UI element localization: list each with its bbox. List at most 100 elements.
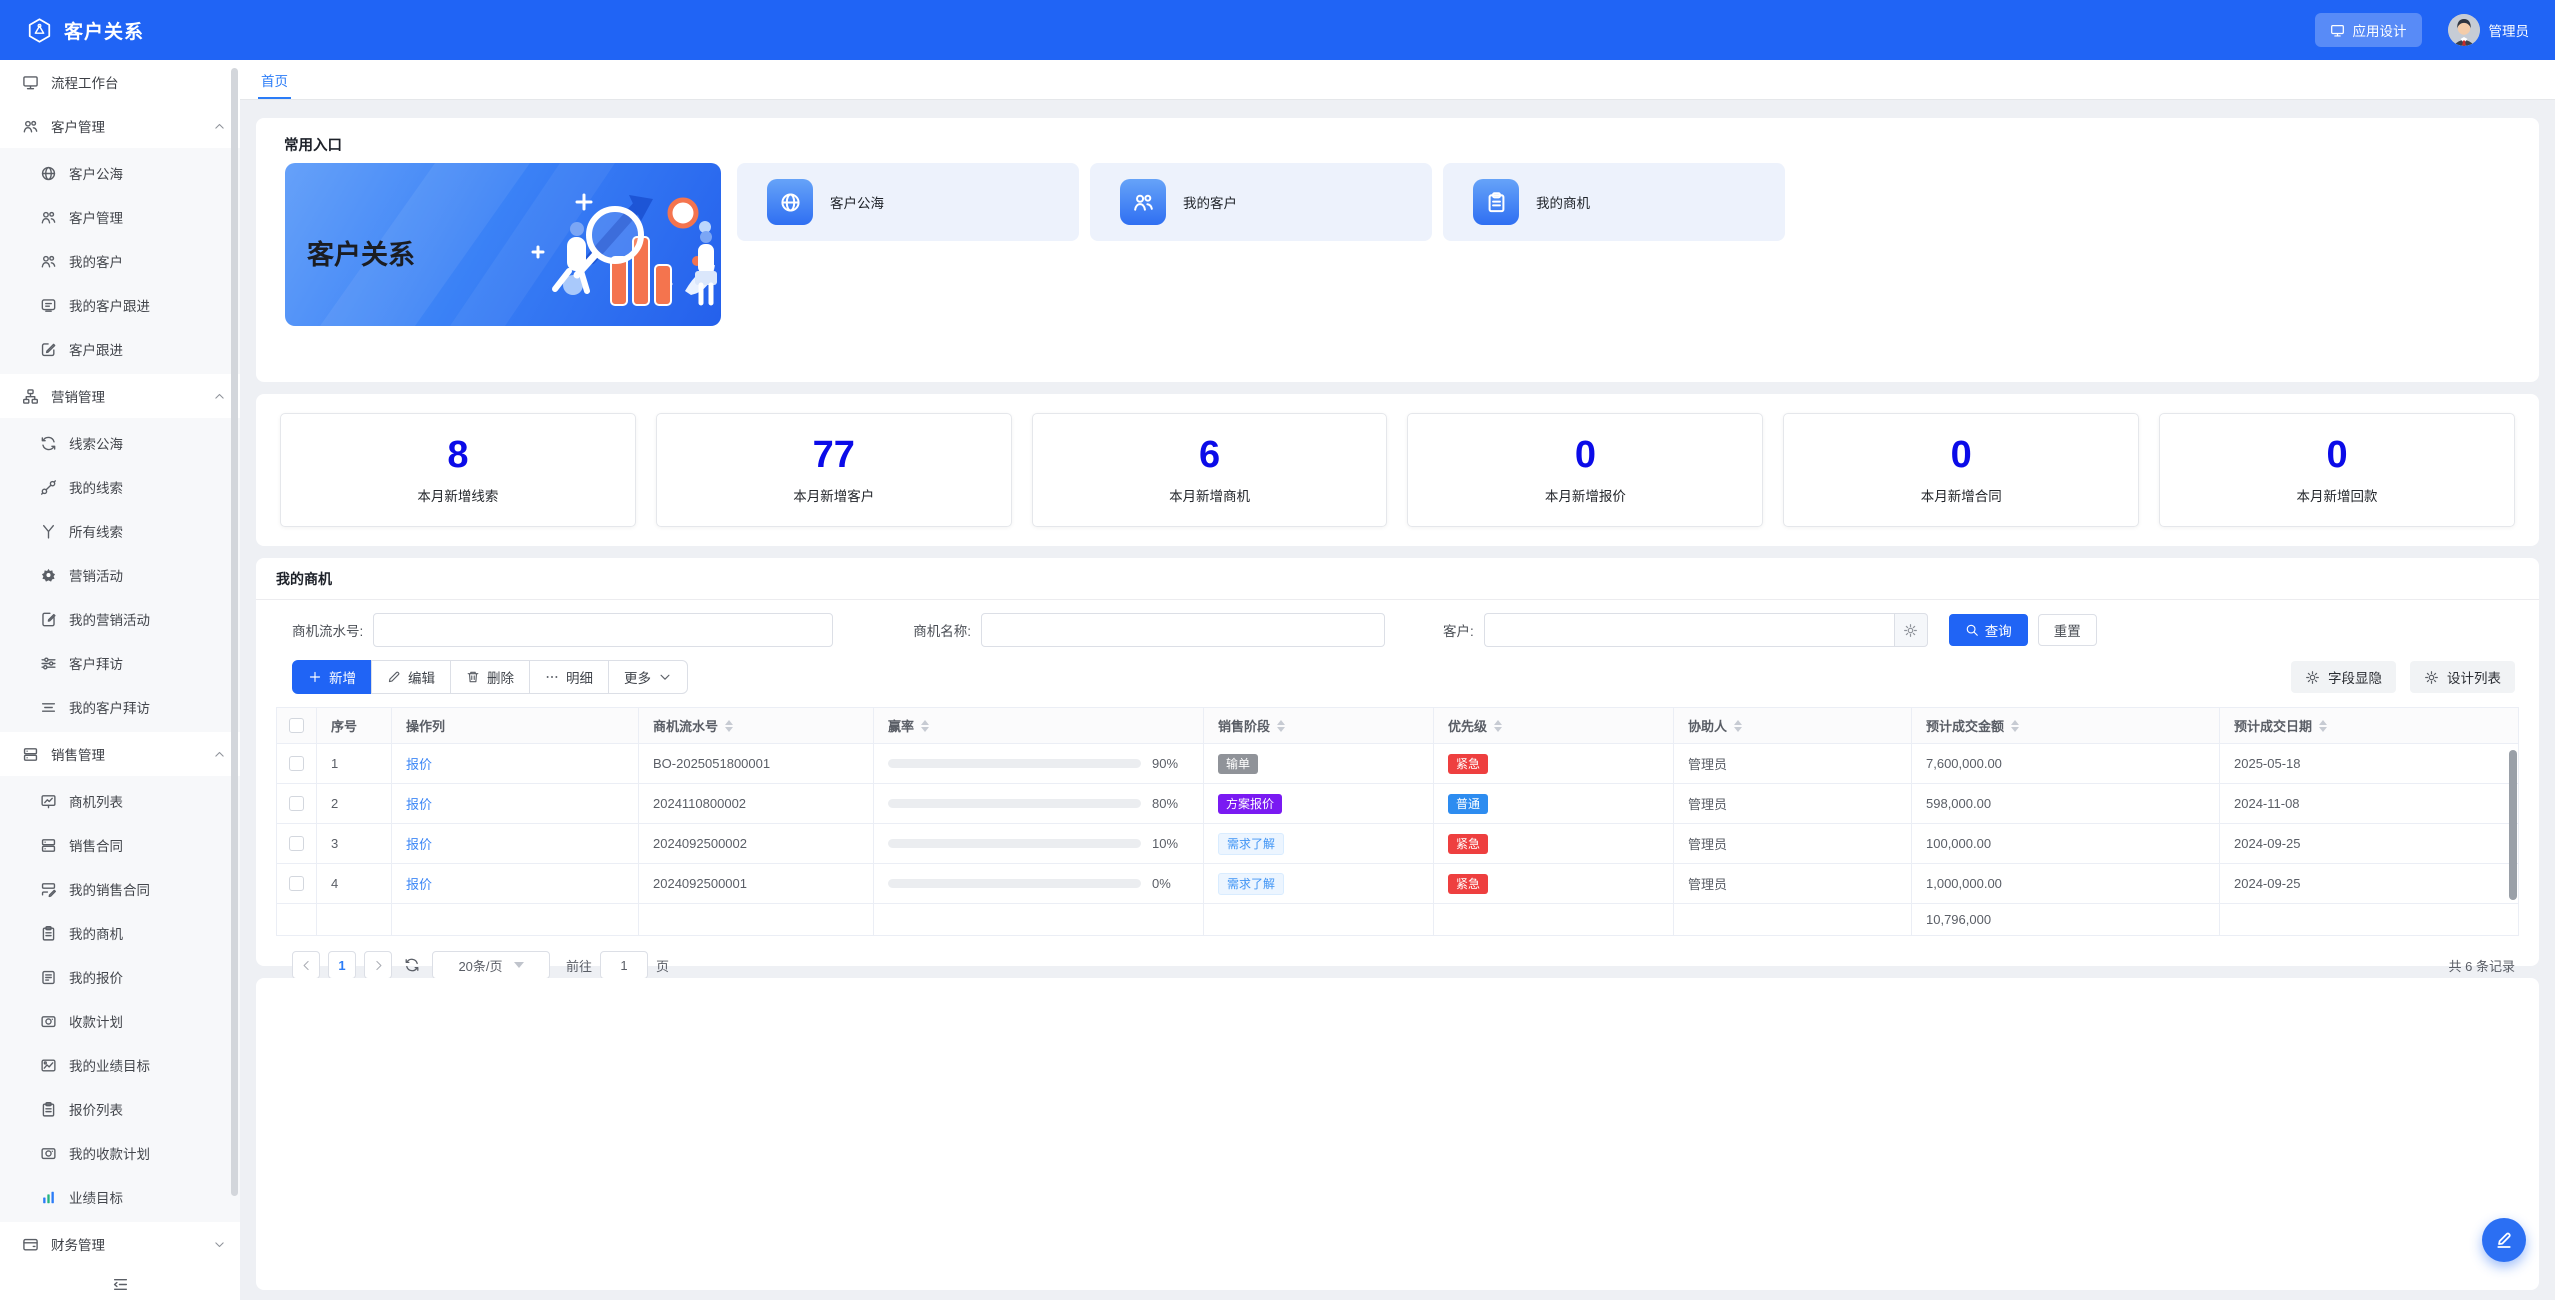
column-header[interactable]: 预计成交金额 xyxy=(1912,708,2220,744)
page-size-select[interactable]: 20条/页 xyxy=(432,951,550,979)
win-rate-value: 90% xyxy=(1152,756,1179,771)
sidebar-item[interactable]: 业绩目标 xyxy=(0,1175,240,1219)
table-scrollbar[interactable] xyxy=(2509,750,2517,900)
sidebar-scrollbar[interactable] xyxy=(231,68,238,1196)
quick-link[interactable]: 我的商机 xyxy=(1443,163,1785,241)
sidebar-item[interactable]: 商机列表 xyxy=(0,779,240,823)
stat-label: 本月新增回款 xyxy=(2296,488,2378,504)
column-header[interactable]: 优先级 xyxy=(1434,708,1674,744)
row-checkbox[interactable] xyxy=(289,796,304,811)
more-button[interactable]: 更多 xyxy=(608,660,688,694)
banner[interactable]: 客户关系 xyxy=(285,163,721,326)
sidebar-item[interactable]: 客户拜访 xyxy=(0,641,240,685)
floating-edit-button[interactable] xyxy=(2482,1218,2526,1262)
stat-value: 0 xyxy=(1950,433,1972,476)
sidebar-item[interactable]: 我的业绩目标 xyxy=(0,1043,240,1087)
column-header[interactable]: 赢率 xyxy=(874,708,1204,744)
tab-home[interactable]: 首页 xyxy=(258,60,291,99)
quote-link[interactable]: 报价 xyxy=(406,837,433,852)
sidebar-item[interactable]: 我的商机 xyxy=(0,911,240,955)
select-all-checkbox[interactable] xyxy=(289,718,304,733)
sidebar-item[interactable]: 我的报价 xyxy=(0,955,240,999)
sidebar-item[interactable]: 线索公海 xyxy=(0,421,240,465)
sidebar-item-label: 所有线索 xyxy=(69,525,123,540)
row-checkbox[interactable] xyxy=(289,756,304,771)
add-button[interactable]: 新增 xyxy=(292,660,372,694)
page-number-button[interactable]: 1 xyxy=(328,951,356,979)
sidebar-item[interactable]: 我的客户 xyxy=(0,239,240,283)
date-cell: 2025-05-18 xyxy=(2220,744,2519,784)
sidebar-item-label: 我的商机 xyxy=(69,927,123,942)
sort-caret-icon[interactable] xyxy=(921,719,930,732)
chevron-up-icon xyxy=(213,120,226,133)
edit-button[interactable]: 编辑 xyxy=(371,660,451,694)
quick-link[interactable]: 我的客户 xyxy=(1090,163,1432,241)
sidebar-item[interactable]: 营销管理 xyxy=(0,374,240,418)
camera-icon xyxy=(40,1145,57,1162)
quote-link[interactable]: 报价 xyxy=(406,797,433,812)
sidebar-item[interactable]: 收款计划 xyxy=(0,999,240,1043)
sort-caret-icon[interactable] xyxy=(1734,719,1743,732)
prev-page-button[interactable] xyxy=(292,951,320,979)
customer-picker-button[interactable] xyxy=(1893,613,1928,647)
serial-input[interactable] xyxy=(373,613,834,647)
goto-page-input[interactable] xyxy=(600,951,649,979)
stat-card: 77 本月新增客户 xyxy=(655,413,1012,527)
column-header[interactable]: 协助人 xyxy=(1674,708,1912,744)
sidebar-collapse-button[interactable] xyxy=(0,1266,240,1300)
sidebar-item[interactable]: 客户管理 xyxy=(0,195,240,239)
sort-caret-icon[interactable] xyxy=(725,719,734,732)
field-visibility-button[interactable]: 字段显隐 xyxy=(2291,661,2396,693)
detail-button[interactable]: 明细 xyxy=(529,660,609,694)
quote-link[interactable]: 报价 xyxy=(406,877,433,892)
refresh-button[interactable] xyxy=(404,957,420,973)
sidebar-item[interactable]: 客户公海 xyxy=(0,151,240,195)
sort-caret-icon[interactable] xyxy=(1494,719,1503,732)
index-cell: 4 xyxy=(317,864,392,904)
header-checkbox-cell xyxy=(277,708,317,744)
sidebar-item-label: 线索公海 xyxy=(69,437,123,452)
row-checkbox[interactable] xyxy=(289,836,304,851)
sidebar-item[interactable]: 财务管理 xyxy=(0,1222,240,1266)
row-checkbox-cell xyxy=(277,784,317,824)
column-header: 操作列 xyxy=(392,708,639,744)
sidebar-item[interactable]: 营销活动 xyxy=(0,553,240,597)
column-header[interactable]: 商机流水号 xyxy=(639,708,874,744)
sidebar-item[interactable]: 客户管理 xyxy=(0,104,240,148)
total-records: 共 6 条记录 xyxy=(2448,958,2515,974)
sidebar-item[interactable]: 我的客户跟进 xyxy=(0,283,240,327)
search-button[interactable]: 查询 xyxy=(1948,614,2028,646)
sort-caret-icon[interactable] xyxy=(1277,719,1286,732)
sidebar-item[interactable]: 客户跟进 xyxy=(0,327,240,371)
sidebar-item[interactable]: 流程工作台 xyxy=(0,60,240,104)
column-header[interactable]: 销售阶段 xyxy=(1204,708,1434,744)
row-checkbox[interactable] xyxy=(289,876,304,891)
gear-icon xyxy=(2424,670,2439,685)
sidebar-item[interactable]: 我的客户拜访 xyxy=(0,685,240,729)
sort-caret-icon[interactable] xyxy=(2011,719,2020,732)
serial-cell: BO-2025051800001 xyxy=(639,744,874,784)
app-design-button[interactable]: 应用设计 xyxy=(2314,13,2422,47)
reset-button[interactable]: 重置 xyxy=(2037,614,2097,646)
sidebar-item[interactable]: 所有线索 xyxy=(0,509,240,553)
delete-button[interactable]: 删除 xyxy=(450,660,530,694)
next-page-button[interactable] xyxy=(364,951,392,979)
sidebar-item[interactable]: 我的线索 xyxy=(0,465,240,509)
sidebar-item[interactable]: 销售管理 xyxy=(0,732,240,776)
sort-caret-icon[interactable] xyxy=(2319,719,2328,732)
sidebar-item[interactable]: 我的销售合同 xyxy=(0,867,240,911)
name-input[interactable] xyxy=(981,613,1386,647)
chevron-down-icon xyxy=(213,1238,226,1251)
column-header[interactable]: 预计成交日期 xyxy=(2220,708,2519,744)
sidebar-item[interactable]: 我的营销活动 xyxy=(0,597,240,641)
user-menu[interactable]: 管理员 xyxy=(2447,14,2529,46)
total-amount: 10,796,000 xyxy=(1926,912,1992,927)
sidebar-item[interactable]: 销售合同 xyxy=(0,823,240,867)
stat-label: 本月新增报价 xyxy=(1544,488,1626,504)
sidebar-item[interactable]: 报价列表 xyxy=(0,1087,240,1131)
customer-input[interactable] xyxy=(1483,613,1894,647)
quick-link[interactable]: 客户公海 xyxy=(737,163,1079,241)
design-list-button[interactable]: 设计列表 xyxy=(2410,661,2515,693)
quote-link[interactable]: 报价 xyxy=(406,757,433,772)
sidebar-item[interactable]: 我的收款计划 xyxy=(0,1131,240,1175)
